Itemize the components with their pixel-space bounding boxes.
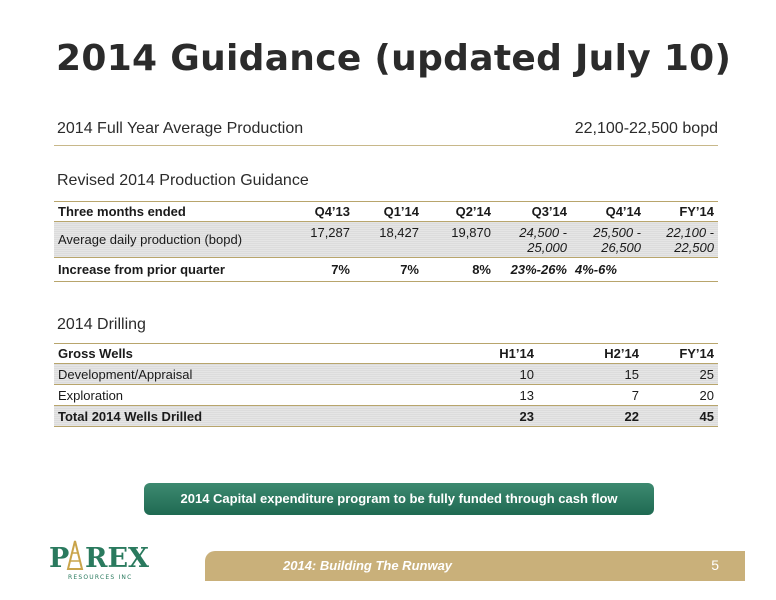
capex-banner: 2014 Capital expenditure program to be f… [144, 483, 654, 515]
column-header: FY’14 [679, 346, 714, 361]
table-row: Total 2014 Wells Drilled 23 22 45 [54, 405, 718, 427]
row-label: Average daily production (bopd) [58, 232, 243, 247]
cell: 8% [472, 262, 491, 277]
column-header: Q1’14 [383, 204, 419, 219]
row-label: Total 2014 Wells Drilled [58, 408, 203, 424]
row-label: Exploration [58, 387, 124, 403]
column-header: Three months ended [58, 204, 186, 219]
cell: 24,500 -25,000 [495, 222, 571, 258]
table-row: Exploration 13 7 20 [54, 385, 718, 406]
column-header: H2’14 [604, 346, 639, 361]
svg-text:RESOURCES INC: RESOURCES INC [68, 574, 133, 581]
cell: 4%-6% [575, 262, 617, 277]
row-label: Increase from prior quarter [58, 262, 225, 277]
cell-line: 22,100 - [666, 224, 714, 240]
drilling-table: Gross Wells H1’14 H2’14 FY’14 Developmen… [54, 343, 718, 427]
column-header: Q3’14 [531, 204, 567, 219]
column-header: Gross Wells [58, 346, 133, 361]
production-table: Three months ended Q4’13 Q1’14 Q2’14 Q3’… [54, 201, 718, 282]
cell: 7% [331, 262, 350, 277]
table-row: Increase from prior quarter 7% 7% 8% 23%… [54, 258, 718, 282]
cell: 20 [699, 387, 714, 403]
svg-text:P: P [49, 543, 69, 574]
cell-line: 25,000 [527, 239, 567, 255]
cell: 7% [400, 262, 419, 277]
cell-line: 22,500 [674, 239, 714, 255]
table-row: Development/Appraisal 10 15 25 [54, 363, 718, 385]
drilling-heading: 2014 Drilling [57, 316, 146, 333]
cell [645, 258, 718, 282]
cell: 23 [519, 408, 534, 424]
full-year-label: 2014 Full Year Average Production [57, 120, 304, 137]
row-label: Development/Appraisal [58, 366, 193, 382]
cell: 25,500 -26,500 [571, 222, 645, 258]
svg-text:REX: REX [85, 543, 149, 574]
page-title: 2014 Guidance (updated July 10) [56, 38, 732, 79]
column-header: Q4’14 [605, 204, 641, 219]
table-header-row: Gross Wells H1’14 H2’14 FY’14 [54, 343, 718, 364]
cell-line: 26,500 [601, 239, 641, 255]
footer-bar: 2014: Building The Runway 5 [205, 551, 745, 581]
cell: 25 [699, 366, 714, 382]
full-year-value: 22,100-22,500 bopd [574, 120, 718, 137]
divider [54, 145, 718, 146]
cell-line: 24,500 - [519, 224, 567, 240]
cell: 23%-26% [510, 262, 567, 277]
cell: 17,287 [310, 225, 350, 240]
column-header: Q2’14 [455, 204, 491, 219]
production-heading: Revised 2014 Production Guidance [57, 172, 309, 189]
cell-line: 25,500 - [593, 224, 641, 240]
footer-tagline: 2014: Building The Runway [283, 558, 453, 573]
cell: 10 [519, 366, 534, 382]
column-header: FY’14 [679, 204, 714, 219]
page-number: 5 [711, 557, 719, 573]
cell: 18,427 [379, 225, 419, 240]
cell: 7 [631, 387, 639, 403]
cell: 22,100 -22,500 [645, 222, 718, 258]
column-header: Q4’13 [314, 204, 350, 219]
table-row: Average daily production (bopd) 17,287 1… [54, 221, 718, 258]
cell: 13 [519, 387, 534, 403]
parex-logo: P REX RESOURCES INC [48, 537, 168, 582]
column-header: H1’14 [499, 346, 534, 361]
cell: 22 [624, 408, 639, 424]
cell: 15 [624, 366, 639, 382]
table-header-row: Three months ended Q4’13 Q1’14 Q2’14 Q3’… [54, 201, 718, 222]
cell: 19,870 [451, 225, 491, 240]
logo-graphic: P REX RESOURCES INC [49, 540, 149, 581]
oil-derrick-icon [66, 540, 84, 570]
cell: 45 [699, 408, 714, 424]
